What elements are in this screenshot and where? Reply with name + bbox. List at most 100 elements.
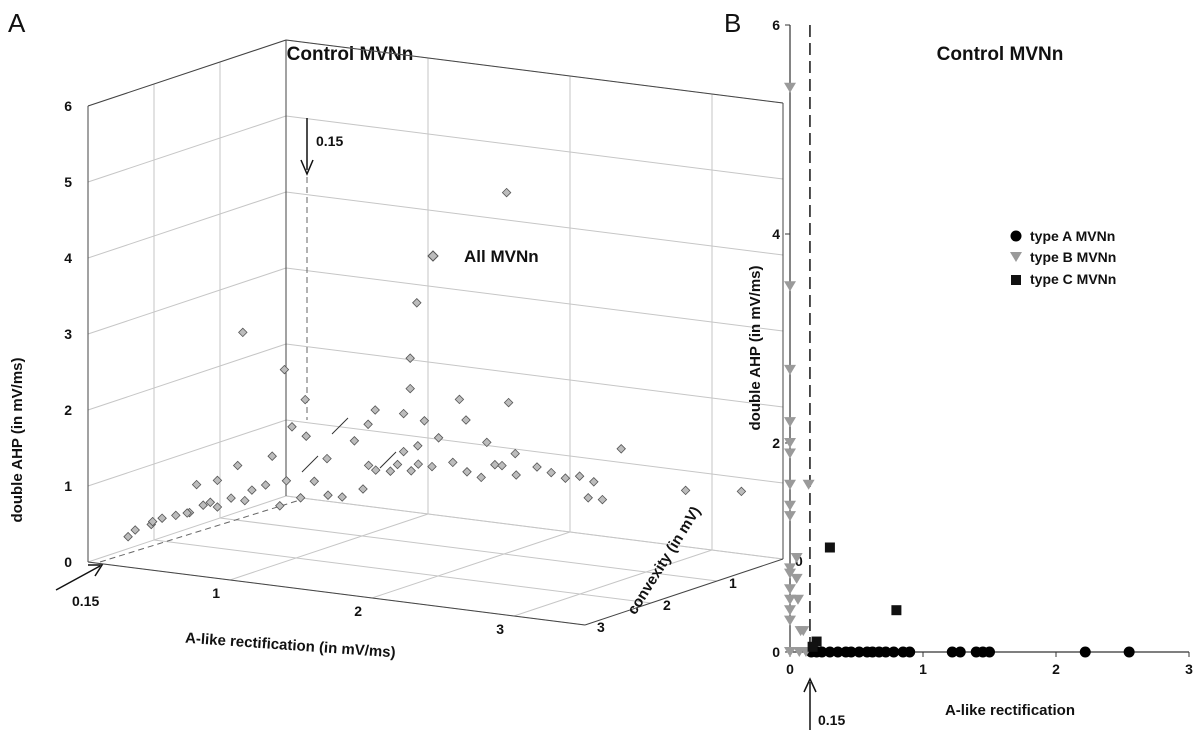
data-point-diamond	[454, 394, 465, 405]
data-point-diamond	[385, 466, 396, 476]
panel-a-title: Control MVNn	[287, 44, 414, 65]
y-tick-label: 0	[64, 554, 72, 570]
data-point-type-b	[784, 605, 796, 616]
y-tick-label: 6	[64, 98, 72, 114]
data-point-type-b	[784, 594, 796, 605]
data-point-type-c	[807, 641, 818, 652]
data-point-diamond	[240, 495, 250, 506]
data-point-diamond	[279, 364, 290, 375]
panel-a: A Control MVNn 0.15 0.15 0 1 2 3 4 5 6 1 2 3 0 1 2…	[8, 8, 803, 661]
y-tick-label: 0	[772, 644, 780, 660]
panel-a-threshold-floor-line	[99, 499, 301, 563]
data-point-diamond	[205, 497, 216, 508]
data-point-type-a	[845, 646, 857, 658]
data-point-type-b	[784, 511, 796, 522]
data-point-type-a	[984, 646, 995, 658]
data-point-diamond	[546, 467, 556, 478]
data-point-diamond	[511, 470, 521, 480]
frame-edge	[87, 561, 586, 626]
data-point-type-a	[1079, 646, 1091, 658]
data-point-type-b	[784, 364, 796, 375]
data-point-diamond	[275, 501, 285, 511]
data-point-type-b	[784, 479, 796, 490]
data-point-type-b	[784, 584, 796, 595]
data-point-type-b	[784, 438, 796, 448]
data-point-diamond	[490, 459, 500, 470]
panel-b-bottom-annotation: 0.15	[818, 712, 845, 728]
data-point-diamond	[398, 408, 409, 419]
x-tick-label: 1	[919, 661, 927, 677]
data-point-diamond	[322, 453, 332, 464]
data-point-diamond	[461, 415, 471, 425]
data-point-type-b	[784, 500, 796, 511]
data-point-diamond	[680, 485, 691, 496]
data-point-type-b	[791, 594, 804, 605]
x-tick-label: 1	[212, 585, 220, 601]
panel-b-x-axis-label: A-like rectification	[945, 702, 1075, 719]
data-point-type-a	[824, 646, 836, 658]
legend-all-mvnn-label: All MVNn	[464, 247, 539, 266]
data-point-diamond	[281, 476, 292, 486]
data-point-type-c	[891, 605, 902, 616]
data-point-diamond	[182, 508, 192, 518]
grid-line	[87, 495, 287, 563]
data-point-type-b	[797, 626, 810, 637]
panel-a-corner-arrow-head	[88, 564, 104, 577]
panel-a-legend: All MVNn	[427, 247, 539, 266]
data-point-type-b	[790, 552, 803, 563]
data-point-diamond	[427, 461, 437, 472]
data-point-type-b	[784, 448, 796, 459]
grid-line	[285, 343, 784, 408]
data-point-type-c	[824, 542, 835, 553]
data-point-type-b	[784, 82, 796, 93]
x-tick-label: 3	[1185, 661, 1193, 677]
data-point-diamond	[510, 448, 520, 459]
data-point-type-b	[784, 417, 796, 428]
panel-b: B Control MVNn 0 1 2 3 0 2 4 6 0.15 double AHP …	[724, 8, 1193, 730]
data-point-type-a	[832, 646, 844, 658]
grid-line	[371, 531, 571, 599]
grid-line	[285, 495, 784, 560]
data-point-diamond	[497, 460, 507, 471]
data-point-diamond	[238, 327, 248, 338]
z-tick-label: 1	[729, 575, 737, 591]
data-point-diamond	[583, 493, 593, 503]
x-tick-label: 2	[354, 603, 362, 619]
data-point-diamond	[413, 459, 424, 469]
outlier-arrow-1	[331, 417, 349, 435]
data-point-diamond	[301, 431, 311, 441]
grid-line	[285, 115, 784, 180]
data-point-diamond	[413, 441, 423, 451]
data-point-diamond	[309, 476, 320, 487]
data-point-diamond	[349, 436, 360, 446]
y-tick-label: 4	[772, 226, 780, 242]
x-tick-label: 2	[1052, 661, 1060, 677]
data-point-type-b	[784, 615, 796, 626]
data-point-diamond	[405, 353, 415, 363]
data-point-diamond	[212, 502, 223, 512]
data-point-diamond	[392, 459, 403, 470]
grid-line	[153, 539, 652, 604]
data-point-type-b	[802, 479, 815, 490]
grid-line	[87, 115, 287, 183]
panel-a-letter: A	[8, 8, 26, 38]
data-point-type-b	[784, 563, 796, 574]
panel-a-corner-arrow-shaft	[55, 565, 101, 591]
y-tick-label: 2	[64, 402, 72, 418]
grid-line	[285, 267, 784, 332]
data-point-diamond	[295, 493, 306, 503]
data-point-diamond	[337, 492, 347, 502]
data-point-diamond	[398, 446, 409, 457]
legend-type-c-label: type C MVNn	[1030, 271, 1116, 287]
data-point-diamond	[267, 451, 277, 461]
data-point-diamond	[212, 475, 223, 486]
data-point-diamond	[448, 457, 458, 468]
data-point-diamond	[363, 419, 373, 430]
data-point-diamond	[171, 510, 181, 521]
data-point-diamond	[462, 467, 472, 477]
legend-type-b-marker	[1010, 252, 1022, 262]
grid-line	[229, 513, 429, 581]
z-tick-label: 2	[663, 597, 671, 613]
data-point-type-a	[954, 646, 966, 658]
legend-diamond-marker	[427, 250, 439, 262]
